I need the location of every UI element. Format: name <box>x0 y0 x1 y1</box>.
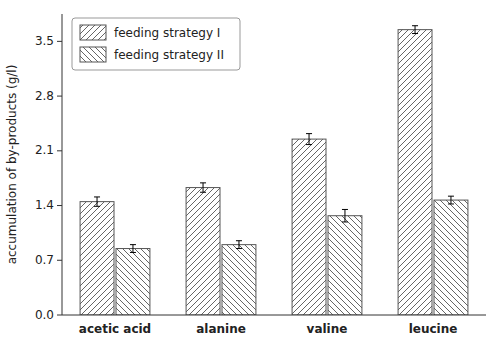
bar <box>186 188 220 315</box>
legend: feeding strategy I feeding strategy II <box>72 18 240 70</box>
x-tick-label: valine <box>307 322 348 336</box>
y-axis-line <box>62 14 63 315</box>
y-tick <box>57 150 62 151</box>
error-bar <box>130 245 136 253</box>
x-axis: acetic acid alanine valine leucine <box>62 315 486 336</box>
chart: 0.0 0.7 1.4 2.1 2.8 3.5 accumulation of by-pro… <box>0 0 500 355</box>
error-bar <box>236 241 242 249</box>
bar <box>222 245 256 315</box>
bar <box>116 249 150 315</box>
bar <box>398 30 432 315</box>
error-bar <box>448 196 454 204</box>
y-tick-label: 2.8 <box>35 89 54 103</box>
error-bar <box>94 197 100 206</box>
bar <box>80 202 114 315</box>
y-tick-label: 1.4 <box>35 198 54 212</box>
legend-box <box>72 18 240 70</box>
error-bar <box>412 26 418 34</box>
x-tick-label: leucine <box>409 322 458 336</box>
bar <box>328 216 362 315</box>
y-tick-label: 0.7 <box>35 253 54 267</box>
bar <box>434 200 468 315</box>
y-axis-title: accumulation of by-products (g/l) <box>5 65 19 265</box>
x-axis-line <box>62 315 486 316</box>
error-bar <box>306 134 312 145</box>
y-axis: 0.0 0.7 1.4 2.1 2.8 3.5 <box>35 14 62 322</box>
y-tick-label: 2.1 <box>35 143 54 157</box>
x-tick-label: acetic acid <box>79 322 151 336</box>
x-tick-label: alanine <box>196 322 246 336</box>
y-tick-label: 3.5 <box>35 34 54 48</box>
legend-swatch <box>80 47 106 62</box>
y-tick <box>57 260 62 261</box>
legend-swatch <box>80 25 106 40</box>
y-tick <box>57 205 62 206</box>
legend-label: feeding strategy II <box>114 48 224 62</box>
bar <box>292 139 326 315</box>
y-tick <box>57 41 62 42</box>
legend-label: feeding strategy I <box>114 26 220 40</box>
error-bar <box>342 209 348 222</box>
y-tick <box>57 96 62 97</box>
error-bar <box>200 183 206 192</box>
y-tick <box>57 315 62 316</box>
y-tick-label: 0.0 <box>35 308 54 322</box>
